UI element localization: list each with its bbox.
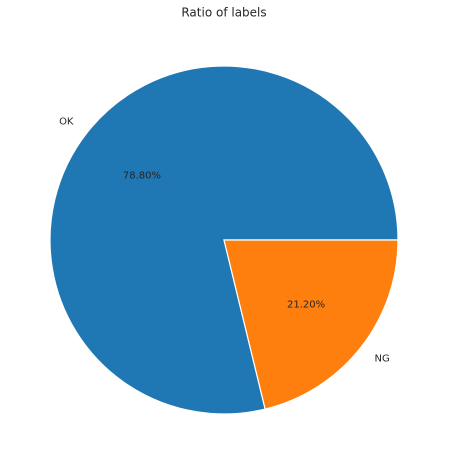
percent-label: 78.80% — [123, 170, 161, 181]
chart-title: Ratio of labels — [181, 6, 266, 20]
pie-slice — [223, 239, 399, 410]
percent-label: 21.20% — [287, 300, 325, 311]
slice-label: OK — [59, 117, 74, 128]
slice-label: NG — [374, 353, 389, 364]
